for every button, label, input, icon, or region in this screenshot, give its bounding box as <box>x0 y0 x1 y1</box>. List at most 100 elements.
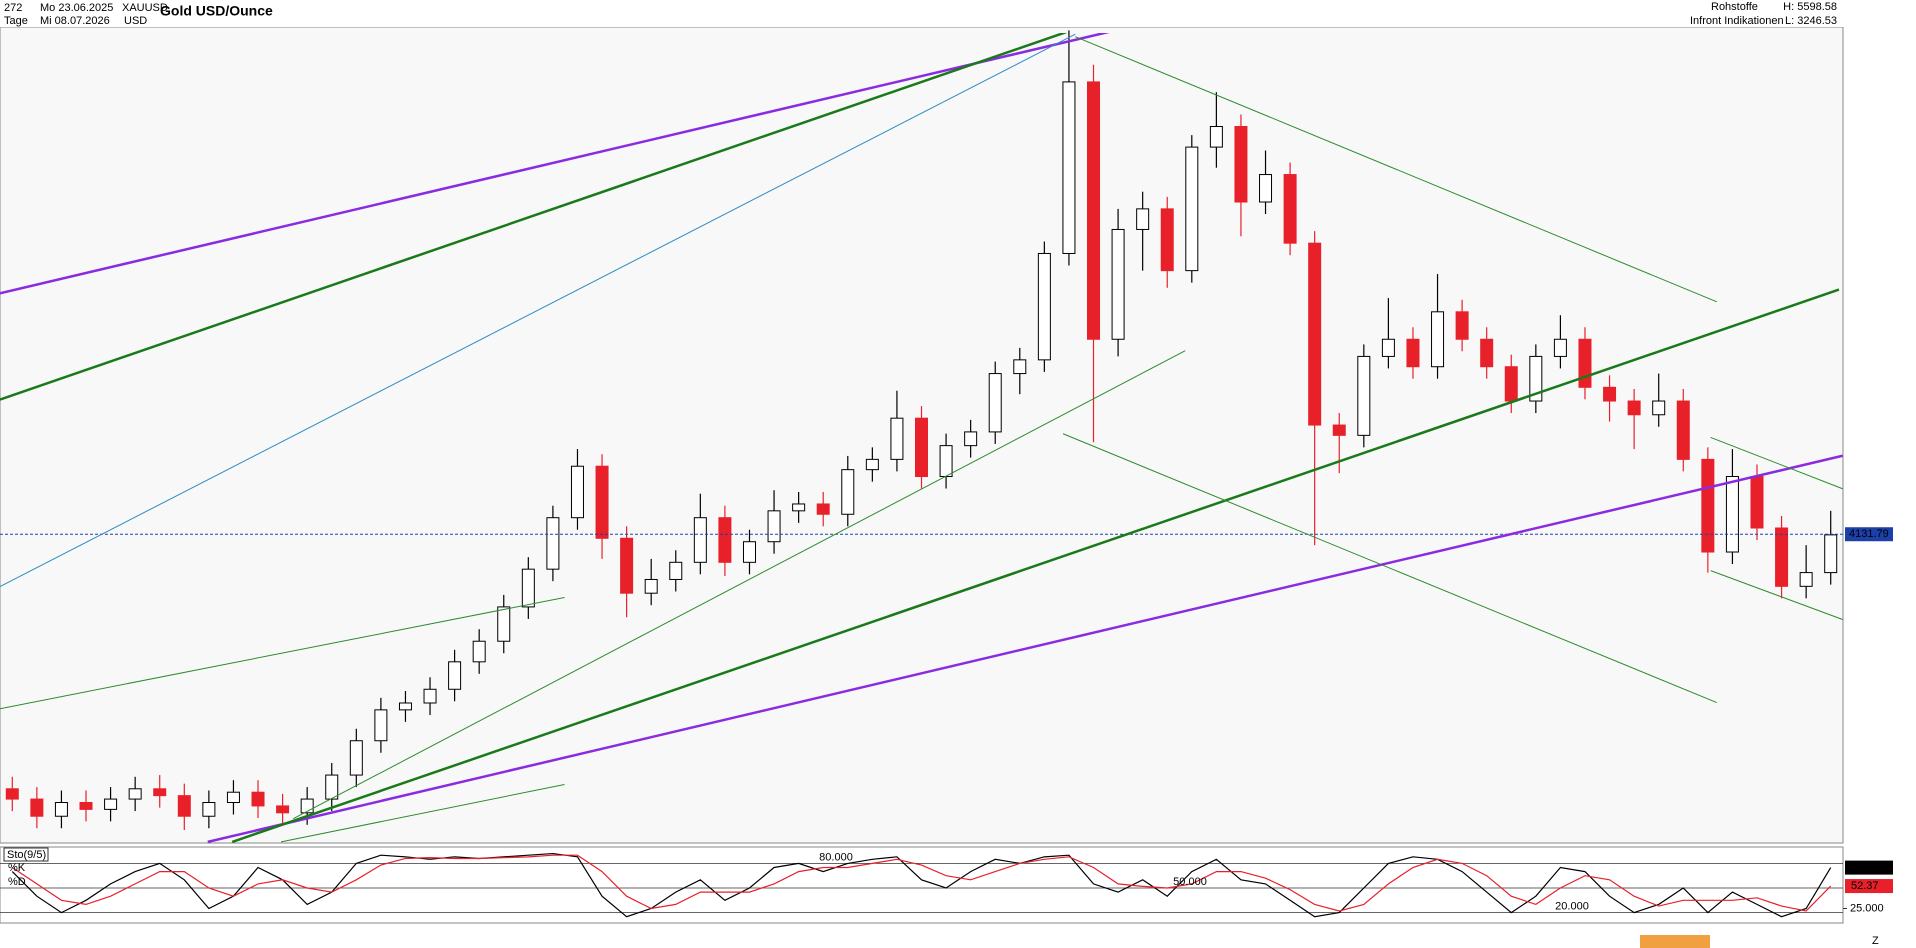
candle-body <box>595 465 609 539</box>
candle-body <box>349 740 363 776</box>
candle-body <box>1750 476 1764 529</box>
candle-body <box>128 788 142 800</box>
candle-body <box>718 517 732 563</box>
candle-body <box>1603 386 1617 402</box>
candle-body <box>669 561 683 580</box>
candle-body <box>226 791 240 804</box>
legend-entry: %K <box>8 862 26 874</box>
trend-line <box>232 290 1839 842</box>
candle-body <box>1406 338 1420 368</box>
candle-body <box>1111 228 1125 340</box>
stoch-line <box>11 854 1832 912</box>
candle-body <box>742 541 756 563</box>
candle-body <box>792 503 806 512</box>
currency: USD <box>124 15 147 27</box>
value-label: 52.37 <box>1851 880 1879 892</box>
start-date: Mo 23.06.2025 <box>40 2 113 14</box>
candle-body <box>570 465 584 519</box>
candle-body <box>1529 355 1543 402</box>
indicator-box[interactable] <box>3 847 49 862</box>
source: Infront Indikationen <box>1690 15 1784 27</box>
candle-body <box>1504 366 1518 402</box>
low-value: L: 3246.53 <box>1785 15 1837 27</box>
level-label: 20.000 <box>1555 901 1589 913</box>
candle-body <box>1357 355 1371 436</box>
candle-body <box>546 517 560 570</box>
trend-line <box>0 27 1130 293</box>
candle-body <box>251 791 265 807</box>
candle-body <box>1775 527 1789 587</box>
trend-line <box>208 456 1843 842</box>
stoch-panel <box>0 846 1844 924</box>
candle-body <box>620 537 634 594</box>
candle-body <box>374 709 388 742</box>
header-bar <box>0 0 1916 27</box>
candle-body <box>1308 242 1322 426</box>
candle-body <box>398 702 412 711</box>
trend-line <box>281 784 564 841</box>
candle-body <box>521 568 535 608</box>
candle-body <box>1381 338 1395 357</box>
candle-body <box>79 802 93 810</box>
candle-body <box>1259 174 1273 203</box>
candle-body <box>1799 572 1813 587</box>
candle-body <box>1824 534 1838 574</box>
trend-line <box>1711 437 1843 488</box>
value-box <box>1845 879 1893 894</box>
candle-body <box>1553 338 1567 357</box>
indicator-title: Sto(9/5) <box>7 849 46 861</box>
value-label: 74.86 <box>1851 862 1879 874</box>
last-price-box <box>1845 527 1893 542</box>
candle-body <box>202 802 216 817</box>
trend-line <box>1711 571 1843 620</box>
candle-body <box>890 417 904 460</box>
y-tick-label: 25.000 <box>1850 902 1884 914</box>
symbol: XAUUSD <box>122 2 168 14</box>
candle-body <box>1455 311 1469 340</box>
candle-body <box>1136 208 1150 230</box>
candle-body <box>1209 126 1223 148</box>
candle-body <box>104 798 118 810</box>
trend-line <box>1063 434 1717 703</box>
candle-body <box>1627 400 1641 416</box>
trend-line <box>1075 37 1716 302</box>
candle-body <box>915 417 928 478</box>
axis-highlight <box>1640 935 1710 948</box>
candle-body <box>1087 81 1101 340</box>
candle-body <box>1578 338 1592 388</box>
candle-body <box>1332 424 1346 436</box>
candle-body <box>1652 400 1666 416</box>
candle-body <box>1160 208 1174 272</box>
candle-body <box>841 469 855 515</box>
candle-body <box>693 517 707 563</box>
candle-body <box>1037 252 1051 361</box>
last-price-label: 4131.79 <box>1849 528 1889 540</box>
trend-lines <box>0 27 1843 842</box>
candle-body <box>1701 458 1715 553</box>
trend-line <box>0 598 565 709</box>
candle-body <box>276 805 290 814</box>
trend-line <box>293 351 1185 819</box>
candle-body <box>865 458 879 471</box>
candle-body <box>1480 338 1494 368</box>
period: Tage <box>4 15 28 27</box>
value-box <box>1845 860 1893 875</box>
candle-body <box>964 431 978 447</box>
candle-body <box>1013 359 1027 375</box>
candle-body <box>1185 146 1199 272</box>
candle-body <box>325 774 339 800</box>
candle-body <box>177 795 191 817</box>
candle-body <box>1062 81 1076 254</box>
candle-body <box>1676 400 1690 460</box>
candle-body <box>939 445 953 478</box>
candle-body <box>5 788 19 800</box>
candle-body <box>300 798 314 814</box>
legend-entry: %D <box>8 876 26 888</box>
chart-title: Gold USD/Ounce <box>160 3 273 19</box>
trend-line <box>0 34 1075 586</box>
bar-count: 272 <box>4 2 22 14</box>
candle-body <box>988 373 1002 433</box>
trend-line <box>0 27 1081 400</box>
candle-body <box>497 606 511 642</box>
